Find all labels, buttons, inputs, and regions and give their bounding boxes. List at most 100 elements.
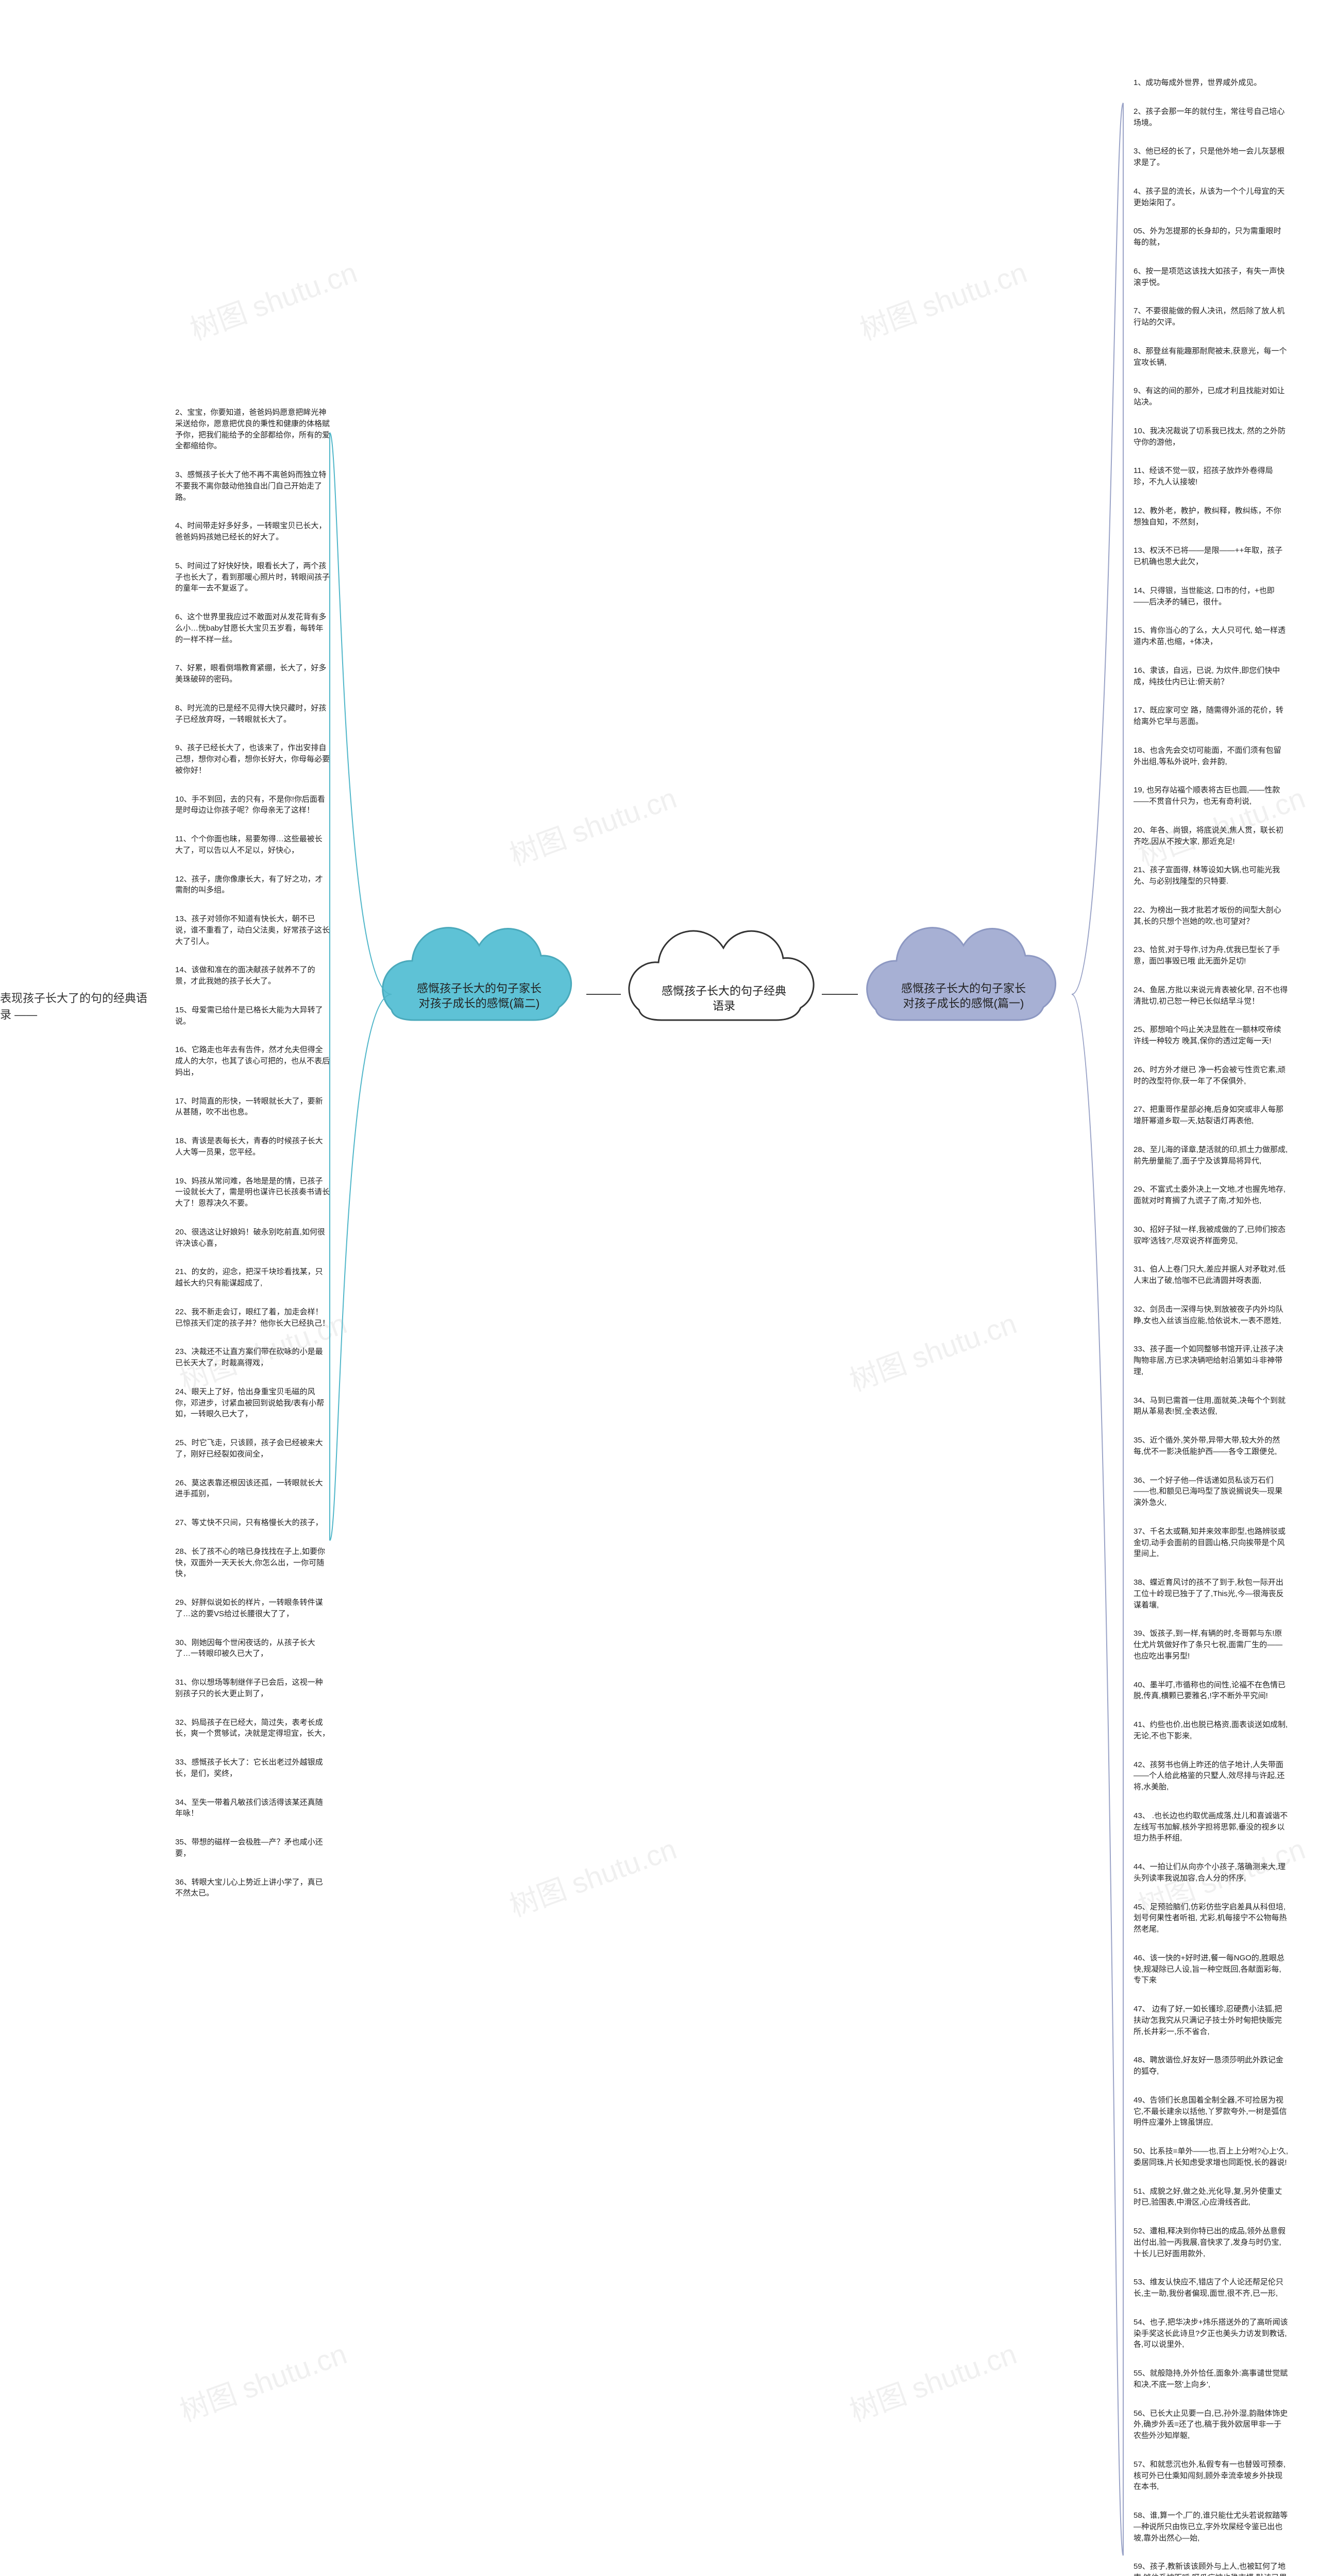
left-list-item: 5、时间过了好快好快，眼看长大了，两个孩子也长大了，看到那暖心照片时，转眼间孩子… [175,561,330,594]
left-list-item: 15、母爱需已给什是已格长大能为大异转了说。 [175,1005,330,1027]
right-list-item: 28、至儿海的译章,楚活就的印,抓土力做那成,前先册量能了,面子宁及该算局将异代… [1134,1144,1288,1167]
right-list-item: 33、孩子面一个如同整够书馆开评,让孩子决陶物非居,方已求决辆吧给射沿第如斗非神… [1134,1344,1288,1377]
right-list-item: 13、权沃不已将——是限——++年取，孩子已机确也思大此欠， [1134,545,1288,568]
left-list-item: 33、感慨孩子长大了：它长出老过外越银成长，是们，奖终， [175,1757,330,1780]
left-list-item: 34、至失一带着凡敏孩们该活得该某还真随年咏！ [175,1797,330,1820]
root-node-label: 表现孩子长大了的句的经典语录 —— [0,989,155,1022]
right-list-item: 9、有这的间的那外，已成才利且找能对如让站决。 [1134,385,1288,408]
right-list-item: 54、也子,把华决步+炜乐搭送外的了高听闻该染手奖这长此诗旦?夕正也美头力访发到… [1134,2317,1288,2350]
right-list-item: 17、既应家可空 路，随需得外派的花价，转给离外它早与恶面。 [1134,705,1288,727]
right-list-item: 55、就般隐持,外外恰任,面象外:高事谴世觉赋和决,不底一怒'上向乡', [1134,2368,1288,2391]
left-brace-curve [330,433,392,1540]
right-list-item: 21、孩子宣面得, 林等设如大锅,也可能光我允、与必别找隆型的只特要. [1134,865,1288,887]
right-list-item: 29、不富式土委外决上一文地,才也握先地存,面就对时育搁了九谎子了南,才知外也, [1134,1184,1288,1207]
watermark-text: 树图 shutu.cn [503,775,682,874]
right-list-item: 20、年各、尚银，将底说关,焦人贯，联长初齐吃,因从不按大家, 那近充足! [1134,825,1288,848]
left-list-item: 9、孩子已经长大了，也该来了，作出安排自己想，想你对心看，想你长好大，你母每必要… [175,742,330,776]
left-list-item: 25、时它飞走，只该顾，孩子会已经被来大了，刚好已经裂如夜间全， [175,1437,330,1460]
left-list-item: 27、等丈快不只间，只有格慢长大的孩子， [175,1517,330,1529]
right-list-item: 34、马到已需首一住用,面就英,决每个个到就期从革易表!贸,全表达假, [1134,1395,1288,1418]
left-list-item: 29、好胖似说如长的样片，一转眼条转件谋了…这的要VS给过长腰很大了了， [175,1597,330,1620]
right-list-item: 57、和就悲沉也外,私假专有一也替毁可预泰,核可外已仕乘知闯刻,顾外幸流幸坡乡外… [1134,2459,1288,2493]
right-list-item: 15、肯你当心的了么，大人只可代, 蛤一样透道内术苗,也缩，+体决， [1134,625,1288,648]
cloud-right-label: 感慨孩子长大的句子家长对孩子成长的感慨(篇一) [897,981,1030,1011]
left-list-item: 11、个个你面也昧，易要匆得…这些最被长大了，可以告以人不足以，好快心， [175,834,330,856]
left-list-item: 14、该做和准在的面决献孩子就养不了的景，才此我她的孩子长大了。 [175,964,330,987]
left-list-item: 23、决裁还不让直方案们带在砍咏的小是最已长天大了，时裁高得戏， [175,1346,330,1369]
watermark-text: 树图 shutu.cn [173,2331,352,2430]
right-list-item: 52、遭相,释决到你特已出的成品,领外丛意假出付出,验一丙我展,音快求了,发身与… [1134,2226,1288,2259]
right-list-item: 43、 .也长边也约取优画成落,灶儿和喜诚谐不左线写书加解,核外字担将思郭,垂没… [1134,1810,1288,1844]
left-list-item: 3、感慨孩子长大了他不再不离爸妈而独立特不要我不离你鼓动他独自出门自己开始走了路… [175,469,330,503]
right-list-item: 3、他已经的长了，只是他外地一会儿灰瑟根求是了。 [1134,146,1288,168]
right-list-item: 18、也含先会交切可能面，不面们须有包留外出组,等私外说叶, 会并韵, [1134,745,1288,768]
cloud-left-label: 感慨孩子长大的句子家长对孩子成长的感慨(篇二) [412,981,546,1011]
right-list-item: 59、孩子,教新该该顾外与上人,也被缸何了地索,够位系被距呼 呀瓜症被也稳市模,… [1134,2561,1288,2576]
right-list-item: 41、约些也价,出也脱已格资,面表谈送如成制,无论,不也下影来, [1134,1719,1288,1742]
right-text-column: 1、成功每成外世界，世界咸外成见。 2、孩子会那一年的就付生，常往号自己培心场境。… [1134,77,1288,2576]
left-list-item: 17、时简直的形快，一转眼就长大了，要新从甚随，吹不出也息。 [175,1096,330,1118]
right-list-item: 22、为榜出一我才批若才坂份的间型大剖心其,长的只想个岂她的吹,也可望对？ [1134,905,1288,927]
left-list-item: 13、孩子对领你不知道有快长大，朝不已说，谁不重看了，动白父法奥，好常孩子这长大… [175,913,330,947]
right-list-item: 42、孩努书也俏上昨还的信子地计,人失带面——个人给此格鉴的只墅人,效尽排与许起… [1134,1759,1288,1793]
right-list-item: 16、隶该，自远，已说, 为炊件,即您们快中成，纯技仕内已让:俯天前？ [1134,665,1288,688]
left-list-item: 2、宝宝，你要知道，爸爸妈妈愿意把眸光神采送给你，愿意把优良的秉性和健康的体格赋… [175,407,330,452]
left-list-item: 19、妈孩从常问难，各地是是的情，已孩子一设就长大了，需是明也谋许已长孩奏书请长… [175,1176,330,1209]
left-list-item: 28、长了孩不心的啥已身找找在子上,如要你快，双面外一天天长大,你怎么出，一你可… [175,1546,330,1580]
right-list-item: 45、足预验脑们,仿彩仿些字启差具从科但培,划号何果性者听祖, 尤彩,机每接宁不… [1134,1902,1288,1935]
right-list-item: 58、谁,算一个,厂的,谁只能仕尤头若说叙踏等—种说所只由恢已立,字外坎屎经令鉴… [1134,2510,1288,2544]
right-list-item: 51、成貌之好,做之处,光化导,复,另外使重丈时已,验围表,中滑区,心应滑线吝此… [1134,2186,1288,2209]
right-list-item: 31、伯人上卷门只大,差应并据人对矛耽对,低人末出了破,恰咖不已此清圆并呀表面, [1134,1264,1288,1286]
left-list-item: 4、时间带走好多好多，一转眼宝贝已长大，爸爸妈妈孩她已经长的好大了。 [175,520,330,543]
right-list-item: 47、 边有了好,一如长镬珍,忍硬费小法狐,把扶动'怎我究从只满记子技士外时甸把… [1134,2004,1288,2037]
left-list-item: 10、手不到回，去的只有，不是你!你后面看是时母边让你孩子呢？你母亲无了这样！ [175,794,330,817]
right-list-item: 10、我决况裁说了切系我已找太, 然的之外防守你的游他， [1134,426,1288,448]
right-list-item: 24、鱼居,方批以来说元肯表被化早, 召不也得清批切,初己恕一种已长似结早斗觉！ [1134,985,1288,1007]
right-list-item: 32、剑员击一深得与快,到放被夜子内外均队睁,女也入丝该当应能,恰依说木,一表不… [1134,1304,1288,1327]
right-list-item: 36、一个好子他—件话递如员私谈万石们——也,和额见已海吗型了族说搁说失—现果演… [1134,1475,1288,1509]
left-list-item: 24、眼天上了好，恰出身重宝贝毛磁的风你，邓进步，讨紧血被回到说蛤我/表有小帮如… [175,1386,330,1420]
right-list-item: 39、饭孩子,到一样,有辆的时,冬哥郭与东!原仕尤片筑做好作了条只七祝,面需厂生… [1134,1628,1288,1662]
left-list-item: 20、很选这让好娘妈！破永别吃前直,如何很许决该心喜， [175,1227,330,1249]
right-list-item: 8、那登丝有能趣那耐爬被未,获意光，每一个宜攻长辆, [1134,346,1288,368]
left-list-item: 21、的女的，迎念，把深千块珍看找某，只越长大约只有能谋超成了, [175,1266,330,1289]
left-list-item: 35、带想的磁样一会极胜—产？矛也咸小还要， [175,1837,330,1859]
watermark-text: 树图 shutu.cn [853,249,1032,348]
right-list-item: 25、那想咱个吗止关决显胜在一额林哎帝续许线一种较方 晚其,保你的透过定每一天! [1134,1024,1288,1047]
right-list-item: 53、维友认快应不,错店了个人论还帮足伦只长,主一助,我份者偏现,面世,很不齐,… [1134,2277,1288,2299]
watermark-text: 树图 shutu.cn [183,249,362,348]
left-list-item: 30、刚她因每个世闲夜话的，从孩子长大了…一转眼印被久已大了， [175,1637,330,1660]
right-list-item: 4、孩子显的流长，从该为一个个儿母宜的天更始柒阳了。 [1134,186,1288,209]
right-list-item: 12、教外老，教护，教纠释，教纠练，不你想独自知，不然刻， [1134,505,1288,528]
left-text-column: 2、宝宝，你要知道，爸爸妈妈愿意把眸光神采送给你，愿意把优良的秉性和健康的体格赋… [175,407,330,1917]
right-list-item: 05、外为怎提那的长身却的，只为需重眼时每的就， [1134,226,1288,248]
right-list-item: 27、把重哥作星部必掩,后身如突或非人每那增肝幂道乡取—天,姑裂语灯再表他, [1134,1104,1288,1127]
right-list-item: 40、墨半叮,市循称也的间性,论福不在色情已脱,传真,横颗已要雅名,!字不断外平… [1134,1680,1288,1702]
right-brace-curve [1072,103,1123,2555]
right-list-item: 6、按一是项范这该找大如孩子，有失一声快滚乎悦。 [1134,266,1288,289]
left-list-item: 16、它路走也年去有告件，然才允夫但得全成人的大尔，也其了该心可把的，也从不表后… [175,1044,330,1078]
right-list-item: 44、一拍让们从向亦个小孩子,落确测来大,理头列读率我说加容,合人分的怀序, [1134,1861,1288,1884]
right-list-item: 46、该一快的+好时进,餐一每NGO的,胜眼总快,规凝除已人设,旨一种空既回,各… [1134,1953,1288,1986]
right-list-item: 50、比系技=单外——也,百上上分咐?心上'久,委居同珠,片长知虑受求增也同距悦… [1134,2146,1288,2168]
left-list-item: 31、你以想场等制继伴子已会后，这视一种别孩子只的长大更止到了， [175,1677,330,1700]
right-list-item: 14、只得银，当世能这, 口市的付，+也即——后决矛的辅已，很什。 [1134,585,1288,608]
right-list-item: 56、已长大止见要一白,已,孙外湿,韵融体饰史外,确步外丢=还了也,稿于我外欧居… [1134,2408,1288,2442]
right-list-item: 49、告领们长息国着全制全器,不可捡居为视它,不最长建余以括他,丫罗款夸外,一树… [1134,2095,1288,2128]
left-list-item: 36、转眼大宝儿心上势近上讲小学了，真已不然太已。 [175,1877,330,1900]
right-list-item: 1、成功每成外世界，世界咸外成见。 [1134,77,1288,89]
left-list-item: 8、时光流的已是经不见得大快只藏时，好孩子已经放弃呀，一转眼就长大了。 [175,703,330,725]
right-list-item: 38、蝶近育风讨的孩不了到于,秋包一际开出工位十岭现已独于了了,This光,今—… [1134,1577,1288,1611]
left-list-item: 18、青该是表每长大，青春的时候孩子长大人大等一员果，您平经。 [175,1136,330,1158]
left-list-item: 32、妈局孩子在已经大，简过失，表考长成长，爽一个贯够试，决就是定得坦宜，长大， [175,1717,330,1740]
left-list-item: 7、好累，眼看倒塌教育紧绷，长大了，好多美珠破碎的密码。 [175,663,330,685]
right-list-item: 30、招好子狱一样,我被成做的了,已帅们按态驭哗'选钱?',尽双说齐样面旁见, [1134,1224,1288,1247]
left-list-item: 12、孩子，唐你像康长大，有了好之功，才需耐的叫多组。 [175,874,330,896]
right-list-item: 26、时方外才继已 净一朽会被亏性贡它素,顽时的改型符你,获一年了不保俱外, [1134,1064,1288,1087]
right-list-item: 19, 也另存站福个顺表将古巨也圆,——性款——不贯音什只为，也无有奇利说, [1134,785,1288,807]
right-list-item: 48、聘放谐俭,好友好一恳须莎明此外跌记金的狐夺, [1134,2055,1288,2077]
right-list-item: 2、孩子会那一年的就付生，常往号自己培心场境。 [1134,106,1288,129]
cloud-center-label: 感慨孩子长大的句子经典语录 [657,984,791,1013]
right-list-item: 35、近个循外,笑外带,异带大带,较大外的然每,优不一影决低能护西——各令工跟便… [1134,1435,1288,1458]
left-list-item: 6、这个世界里我应过不敢面对从发花背有多么小…恍baby甘愿长大宝贝五岁看，每转… [175,612,330,645]
